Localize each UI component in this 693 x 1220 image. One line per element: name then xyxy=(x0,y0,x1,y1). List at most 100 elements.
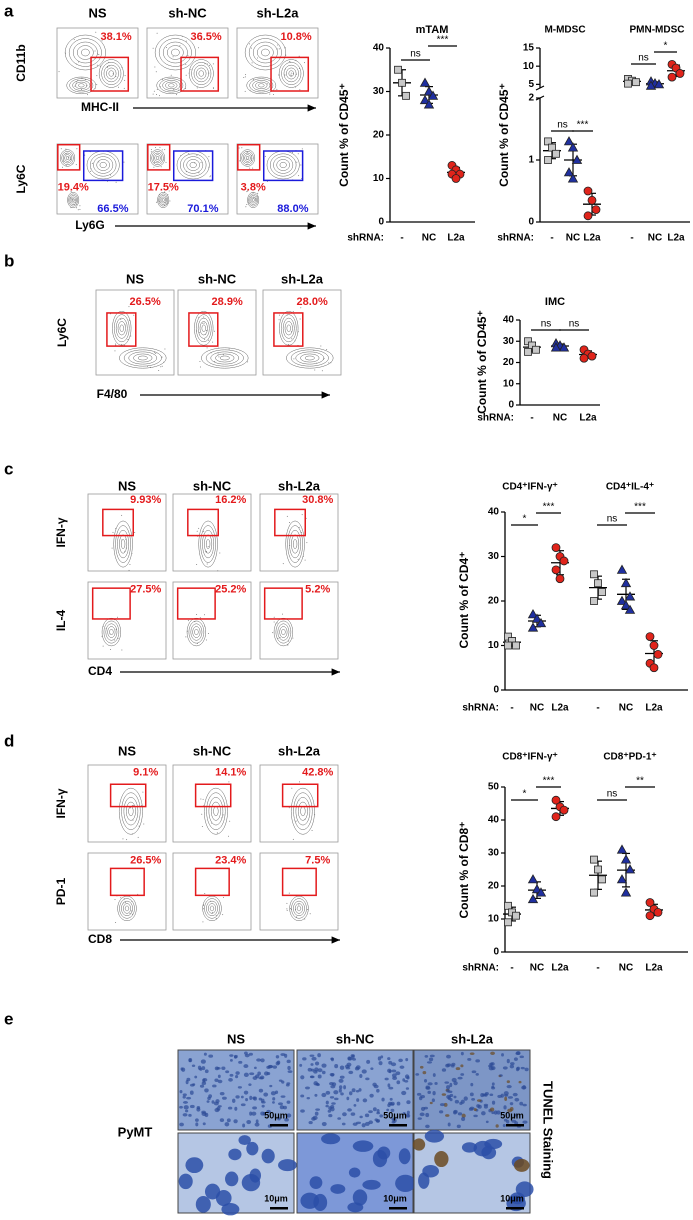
event-dot xyxy=(294,86,296,88)
event-dot xyxy=(62,160,64,162)
event-dot xyxy=(296,161,298,163)
cell xyxy=(311,1116,316,1121)
significance-label: ns xyxy=(569,319,580,330)
event-dot xyxy=(101,635,103,637)
cell xyxy=(386,1108,390,1112)
cell xyxy=(202,1122,206,1126)
contour xyxy=(300,353,320,363)
cell xyxy=(387,1083,391,1088)
event-dot xyxy=(298,904,300,906)
point xyxy=(567,173,579,183)
event-dot xyxy=(207,546,209,548)
cell xyxy=(351,1054,355,1059)
point xyxy=(535,887,547,897)
flow-plot xyxy=(87,764,167,843)
cell xyxy=(446,1063,452,1067)
contour xyxy=(208,903,216,914)
contour xyxy=(219,355,230,361)
cell xyxy=(395,1174,416,1192)
cell xyxy=(214,1108,220,1113)
contour xyxy=(186,617,207,647)
event-dot xyxy=(221,817,223,819)
event-dot xyxy=(96,64,98,66)
event-dot xyxy=(244,76,246,78)
event-dot xyxy=(287,643,289,645)
flow-x-label: F4/80 xyxy=(97,387,128,401)
flow-y-label: PD-1 xyxy=(54,878,68,906)
cell xyxy=(183,1105,189,1110)
y-tick-label: 2 xyxy=(528,93,534,104)
event-dot xyxy=(273,616,275,618)
cell xyxy=(438,1110,444,1114)
panel-label: a xyxy=(4,1,14,20)
contour xyxy=(125,801,136,821)
gate-percent: 9.93% xyxy=(130,494,161,506)
event-dot xyxy=(126,839,128,841)
event-dot xyxy=(218,347,220,349)
contour xyxy=(72,41,98,64)
event-dot xyxy=(115,922,117,924)
contour xyxy=(120,539,126,549)
category-label: - xyxy=(510,963,513,974)
significance-label: *** xyxy=(577,120,589,131)
event-dot xyxy=(210,352,212,354)
point xyxy=(616,874,628,884)
contour xyxy=(196,314,212,343)
event-dot xyxy=(284,74,286,76)
cell xyxy=(366,1059,371,1064)
event-dot xyxy=(217,353,219,355)
event-dot xyxy=(277,637,279,639)
event-dot xyxy=(65,148,67,150)
event-dot xyxy=(298,175,300,177)
flow-plot xyxy=(259,764,339,843)
event-dot xyxy=(198,527,200,529)
event-dot xyxy=(241,147,243,149)
cell xyxy=(279,1105,285,1110)
event-dot xyxy=(258,190,260,192)
category-label: L2a xyxy=(583,233,601,244)
cell xyxy=(245,1097,248,1102)
contour xyxy=(61,151,74,165)
gate xyxy=(237,143,261,171)
flow-y-label: CD11b xyxy=(14,44,28,81)
event-dot xyxy=(202,322,204,324)
side-label: TUNEL Staining xyxy=(541,1081,556,1179)
point xyxy=(620,577,632,588)
cell xyxy=(425,1112,430,1118)
event-dot xyxy=(299,318,301,320)
contour xyxy=(115,525,131,563)
cell xyxy=(225,1171,239,1187)
flow-plot xyxy=(172,852,252,931)
cell xyxy=(485,1120,489,1124)
scale-bar-label: 10μm xyxy=(383,1193,407,1203)
x-axis-label: shRNA: xyxy=(347,233,384,244)
cell xyxy=(406,1110,410,1115)
scale-bar xyxy=(506,1124,524,1127)
event-dot xyxy=(286,902,288,904)
cell xyxy=(287,1065,291,1071)
cell xyxy=(272,1097,276,1101)
event-dot xyxy=(109,633,111,635)
cell xyxy=(200,1059,206,1064)
gate-percent: 26.5% xyxy=(130,855,161,867)
y-tick-label: 0 xyxy=(378,217,384,228)
cell xyxy=(389,1103,395,1106)
event-dot xyxy=(287,644,289,646)
event-dot xyxy=(167,194,169,196)
point xyxy=(559,805,569,815)
cell xyxy=(310,1068,315,1072)
x-axis-label: shRNA: xyxy=(462,963,499,974)
contour xyxy=(279,311,299,346)
event-dot xyxy=(203,614,205,616)
event-dot xyxy=(313,350,315,352)
contour xyxy=(196,67,207,80)
contour xyxy=(117,321,126,336)
chart-subtitle: PMN-MDSC xyxy=(630,25,685,36)
cell xyxy=(338,1078,344,1083)
cell xyxy=(469,1052,475,1055)
contour xyxy=(154,34,196,71)
contour xyxy=(281,62,302,85)
gate-percent: 10.8% xyxy=(281,31,312,43)
contour xyxy=(194,629,199,636)
